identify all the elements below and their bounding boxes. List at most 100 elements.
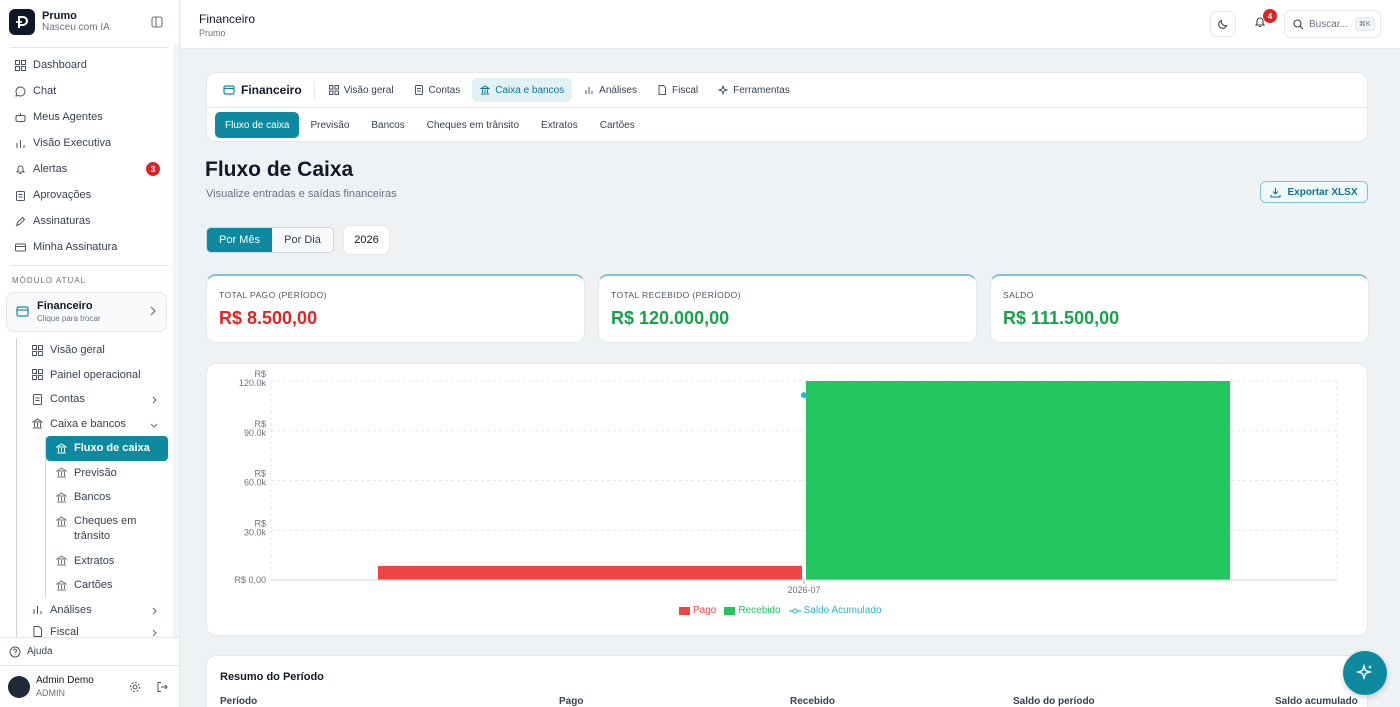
sidebar-scrollbar[interactable] bbox=[173, 44, 179, 638]
ai-assistant-button[interactable] bbox=[1343, 651, 1387, 695]
subtab-cards[interactable]: Cartões bbox=[599, 119, 635, 131]
brand[interactable]: Prumo Nasceu com IA bbox=[0, 0, 179, 44]
legend-item-paid[interactable]: Pago bbox=[679, 605, 716, 616]
nav-chat[interactable]: Chat bbox=[0, 78, 179, 104]
sparkles-icon bbox=[1355, 663, 1373, 681]
by-day-option[interactable]: Por Dia bbox=[271, 228, 333, 252]
file-icon bbox=[32, 626, 43, 637]
subnav-checks-in-transit[interactable]: Cheques em trânsito bbox=[46, 510, 176, 549]
subtab-cash-flow[interactable]: Fluxo de caixa bbox=[215, 112, 300, 138]
bank-icon bbox=[55, 515, 68, 527]
tab-overview[interactable]: Visão geral bbox=[321, 78, 402, 102]
subtab-banks[interactable]: Bancos bbox=[371, 119, 405, 131]
bank-icon bbox=[55, 492, 68, 503]
moon-icon bbox=[1218, 19, 1228, 29]
stat-label: TOTAL RECEBIDO (PERÍODO) bbox=[611, 290, 741, 300]
subnav-accounts[interactable]: Contas bbox=[17, 387, 176, 412]
sidebar-collapse-icon[interactable] bbox=[150, 15, 164, 29]
tab-label: Ferramentas bbox=[733, 84, 790, 96]
line-point-saldo bbox=[801, 392, 807, 399]
subnav-banks[interactable]: Bancos bbox=[46, 485, 176, 510]
subtab-statements[interactable]: Extratos bbox=[541, 119, 578, 131]
theme-toggle-button[interactable] bbox=[1210, 11, 1236, 37]
alerts-badge: 3 bbox=[146, 162, 160, 176]
nav-label: Assinaturas bbox=[33, 215, 91, 227]
subnav-statements[interactable]: Extratos bbox=[46, 549, 176, 574]
grid-icon bbox=[328, 85, 339, 95]
tab-financeiro-home[interactable]: Financeiro bbox=[223, 81, 315, 99]
export-xlsx-button[interactable]: Exportar XLSX bbox=[1260, 181, 1368, 203]
subnav-fiscal[interactable]: Fiscal bbox=[17, 622, 176, 638]
nav-executive[interactable]: Visão Executiva bbox=[0, 130, 179, 156]
subnav-cards[interactable]: Cartões bbox=[46, 573, 176, 598]
subnav-cash-flow[interactable]: Fluxo de caixa bbox=[46, 436, 168, 461]
legend-item-balance[interactable]: Saldo Acumulado bbox=[788, 605, 882, 616]
y-tick-label: R$ bbox=[254, 518, 266, 528]
tab-tools[interactable]: Ferramentas bbox=[710, 78, 798, 102]
nav-agents[interactable]: Meus Agentes bbox=[0, 104, 179, 130]
by-month-option[interactable]: Por Mês bbox=[207, 228, 272, 252]
nav-dashboard[interactable]: Dashboard bbox=[0, 52, 179, 78]
subnav-label: Análises bbox=[50, 603, 92, 616]
subnav-forecast[interactable]: Previsão bbox=[46, 461, 176, 486]
year-select[interactable]: 2026 bbox=[343, 225, 390, 255]
tab-label: Caixa e bancos bbox=[495, 84, 565, 96]
tab-accounts[interactable]: Contas bbox=[406, 78, 469, 102]
document-icon bbox=[32, 393, 43, 405]
subtab-checks[interactable]: Cheques em trânsito bbox=[426, 119, 520, 131]
chevron-right-icon bbox=[149, 306, 157, 319]
legend-label: Saldo Acumulado bbox=[803, 605, 882, 616]
y-tick-label: R$ bbox=[254, 369, 266, 379]
tab-fiscal[interactable]: Fiscal bbox=[649, 78, 706, 102]
legend-item-received[interactable]: Recebido bbox=[724, 605, 781, 616]
pen-icon bbox=[14, 215, 26, 227]
y-tick-label: R$ bbox=[254, 419, 266, 429]
module-tabs: Financeiro Visão geral Contas Caixa e ba… bbox=[206, 72, 1368, 142]
y-tick-label: R$ 0,00 bbox=[234, 575, 266, 585]
module-section-label: MÓDULO ATUAL bbox=[12, 276, 87, 285]
subnav-overview[interactable]: Visão geral bbox=[17, 338, 176, 363]
period-toggle: Por Mês Por Dia bbox=[206, 227, 334, 253]
help-link[interactable]: Ajuda bbox=[0, 637, 180, 665]
bank-icon bbox=[55, 555, 68, 566]
module-subtitle: Clique para trocar bbox=[37, 314, 101, 323]
header-title: Financeiro bbox=[199, 12, 256, 26]
notifications-bell-icon[interactable] bbox=[1253, 15, 1269, 31]
bell-icon bbox=[14, 163, 26, 175]
bank-icon bbox=[479, 85, 491, 95]
grid-icon bbox=[32, 344, 43, 356]
nav-approvals[interactable]: Aprovações bbox=[0, 182, 179, 208]
subnav-label: Previsão bbox=[74, 466, 117, 479]
y-tick-label: 60.0k bbox=[244, 478, 267, 488]
page-title: Fluxo de Caixa bbox=[205, 158, 354, 181]
logout-icon[interactable] bbox=[156, 681, 168, 693]
nav-alerts[interactable]: Alertas 3 bbox=[0, 156, 179, 182]
subnav-cash-banks[interactable]: Caixa e bancos bbox=[17, 412, 176, 437]
tab-analyses[interactable]: Análises bbox=[576, 78, 645, 102]
subnav-analyses[interactable]: Análises bbox=[17, 598, 176, 623]
main-nav: Dashboard Chat Meus Agentes Visão Execut… bbox=[0, 48, 179, 264]
stat-card-total-paid: TOTAL PAGO (PERÍODO) R$ 8.500,00 bbox=[206, 274, 585, 343]
tab-cash-banks[interactable]: Caixa e bancos bbox=[472, 78, 573, 102]
file-icon bbox=[657, 85, 667, 95]
nav-signatures[interactable]: Assinaturas bbox=[0, 208, 179, 234]
settings-icon[interactable] bbox=[129, 681, 141, 693]
search-button[interactable]: Buscar... ⌘K bbox=[1284, 10, 1381, 38]
module-switcher[interactable]: Financeiro Clique para trocar bbox=[6, 292, 167, 332]
subtab-forecast[interactable]: Previsão bbox=[310, 119, 350, 131]
sidebar-footer: Ajuda Admin Demo ADMIN bbox=[0, 637, 180, 707]
nav-my-subscription[interactable]: Minha Assinatura bbox=[0, 234, 179, 260]
search-shortcut: ⌘K bbox=[1354, 17, 1375, 31]
bank-icon bbox=[55, 467, 68, 478]
wallet-icon bbox=[16, 305, 30, 319]
nav-label: Aprovações bbox=[33, 189, 92, 201]
subnav-label: Fluxo de caixa bbox=[74, 442, 150, 455]
subnav-operational-panel[interactable]: Painel operacional bbox=[17, 363, 176, 388]
bot-icon bbox=[14, 111, 26, 123]
summary-title: Resumo do Período bbox=[220, 671, 324, 683]
export-label: Exportar XLSX bbox=[1287, 186, 1358, 198]
col-paid: Pago bbox=[559, 696, 584, 707]
page-subtitle: Visualize entradas e saídas financeiras bbox=[206, 188, 397, 200]
user-profile[interactable]: Admin Demo ADMIN bbox=[0, 665, 180, 707]
notifications-badge: 4 bbox=[1263, 9, 1277, 23]
